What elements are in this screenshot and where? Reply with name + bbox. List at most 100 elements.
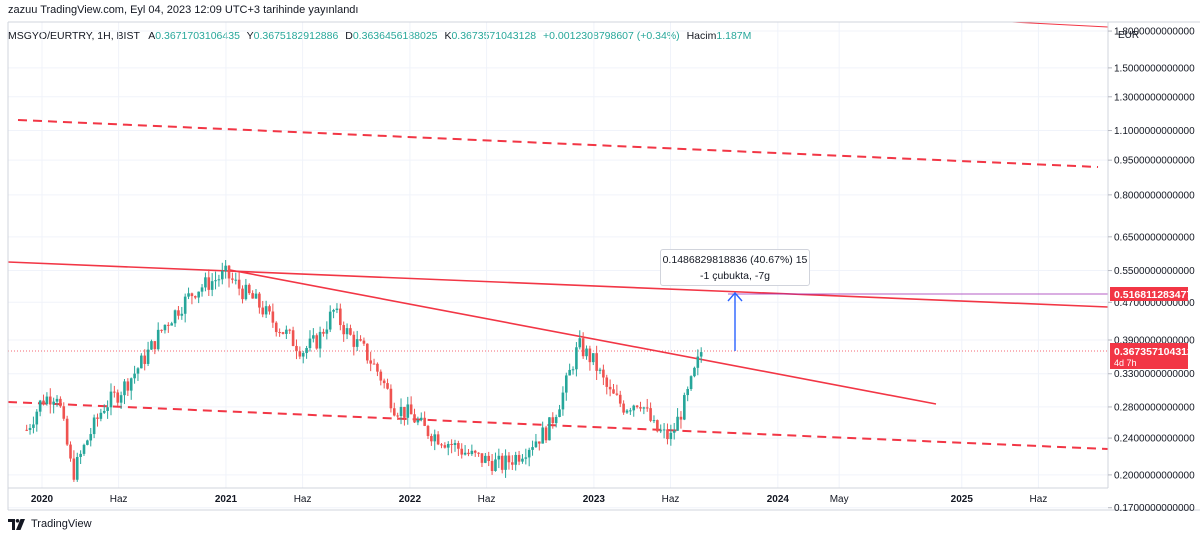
- candle-body: [322, 331, 325, 334]
- candle-body: [214, 280, 217, 282]
- candle-body: [217, 279, 221, 281]
- candle-body: [59, 398, 62, 407]
- candle-body: [362, 340, 366, 344]
- candle-body: [484, 455, 487, 463]
- candle-body: [403, 406, 406, 418]
- candle-body: [156, 329, 160, 350]
- candle-body: [642, 407, 646, 409]
- time-tick-label: 2025: [951, 494, 974, 505]
- candle-body: [220, 270, 224, 280]
- candle-body: [129, 378, 133, 391]
- candle-body: [55, 398, 59, 402]
- candle-body: [173, 310, 177, 324]
- price-axis-labels[interactable]: 2.20000000000001.80000000000001.50000000…: [1108, 0, 1195, 514]
- candle-body: [241, 288, 244, 300]
- candle-body: [443, 445, 447, 448]
- candle-body: [237, 279, 241, 289]
- candle-body: [433, 434, 437, 442]
- candle-body: [588, 348, 592, 363]
- candle-body: [79, 453, 82, 457]
- footer: TradingView: [8, 518, 92, 530]
- candle-body: [194, 296, 197, 298]
- candle-body: [446, 443, 450, 448]
- candle-body: [487, 455, 491, 462]
- candle-body: [608, 386, 612, 390]
- candle-body: [460, 448, 464, 455]
- candle-body: [197, 291, 200, 298]
- candle-body: [140, 355, 143, 369]
- top-right-line: [1011, 21, 1109, 28]
- candle-body: [342, 325, 345, 335]
- time-tick-label: Haz: [294, 494, 312, 505]
- candle-body: [541, 427, 544, 444]
- candle-body: [477, 452, 480, 454]
- candle-body: [177, 310, 180, 316]
- close-value: 0.3673571043128: [451, 30, 537, 42]
- candle-body: [467, 452, 470, 455]
- candle-body: [345, 328, 349, 335]
- candle-body: [524, 457, 528, 459]
- currency-label: EUR: [1118, 30, 1139, 41]
- candle-body: [28, 427, 32, 431]
- candle-body: [413, 414, 416, 423]
- price-tick-label: 0.1700000000000: [1114, 503, 1195, 514]
- volume-label: Hacim: [686, 30, 717, 42]
- measure-arrow-head: [727, 291, 743, 302]
- candle-body: [693, 367, 696, 377]
- candle-body: [551, 417, 555, 424]
- price-tick-label: 0.4700000000000: [1114, 298, 1195, 309]
- candle-body: [578, 338, 582, 348]
- candle-body: [696, 356, 700, 368]
- target-badge: 0.5168112834777: [1114, 289, 1198, 301]
- candle-body: [82, 444, 86, 454]
- price-tick-label: 1.3000000000000: [1114, 92, 1195, 103]
- candle-body: [69, 444, 72, 459]
- candle-body: [143, 355, 147, 364]
- candle-body: [382, 380, 386, 384]
- candle-body: [554, 416, 558, 424]
- candle-body: [62, 406, 66, 419]
- candle-body: [315, 335, 319, 349]
- candle-body: [126, 381, 130, 391]
- candle-body: [453, 443, 457, 445]
- upper-channel-dashed-line: [17, 119, 1099, 168]
- candle-body: [325, 329, 329, 334]
- candle-body: [399, 406, 403, 417]
- close-label: K: [444, 30, 452, 42]
- candle-body: [544, 427, 548, 441]
- target-badge-bg: [1110, 287, 1188, 301]
- candle-body: [457, 443, 460, 449]
- time-tick-label: 2024: [767, 494, 790, 505]
- candle-body: [75, 456, 79, 480]
- candle-body: [349, 328, 352, 335]
- price-tick-label: 1.5000000000000: [1114, 63, 1195, 74]
- candle-body: [32, 424, 35, 428]
- candle-body: [288, 329, 292, 331]
- candle-body: [581, 338, 585, 357]
- candle-body: [622, 403, 625, 413]
- candle-body: [662, 429, 666, 431]
- candle-body: [686, 389, 689, 396]
- candle-body: [386, 383, 389, 389]
- tradingview-logo-icon: [8, 518, 25, 530]
- candle-body: [521, 458, 524, 462]
- trendlines: [7, 21, 1109, 450]
- time-axis-labels[interactable]: 2020 Haz 2021 Haz 2022 Haz 2023 Haz 2024 May 2025 H…: [31, 494, 1047, 505]
- candle-body: [649, 408, 652, 421]
- candle-body: [538, 441, 541, 444]
- candle-body: [507, 455, 511, 463]
- symbol-name[interactable]: MSGYO/EURTRY, 1H, BIST: [8, 30, 140, 42]
- candle-body: [45, 396, 49, 405]
- long-resistance-line: [7, 261, 1109, 308]
- candle-body: [295, 345, 298, 352]
- brand-name[interactable]: TradingView: [31, 518, 92, 530]
- candle-body: [264, 306, 268, 315]
- time-tick-label: 2023: [583, 494, 606, 505]
- candle-body: [531, 447, 534, 450]
- candle-body: [527, 449, 531, 458]
- candle-body: [426, 425, 430, 436]
- candle-body: [666, 429, 669, 440]
- candle-body: [450, 443, 453, 445]
- last-price-badge-bg: [1110, 343, 1188, 369]
